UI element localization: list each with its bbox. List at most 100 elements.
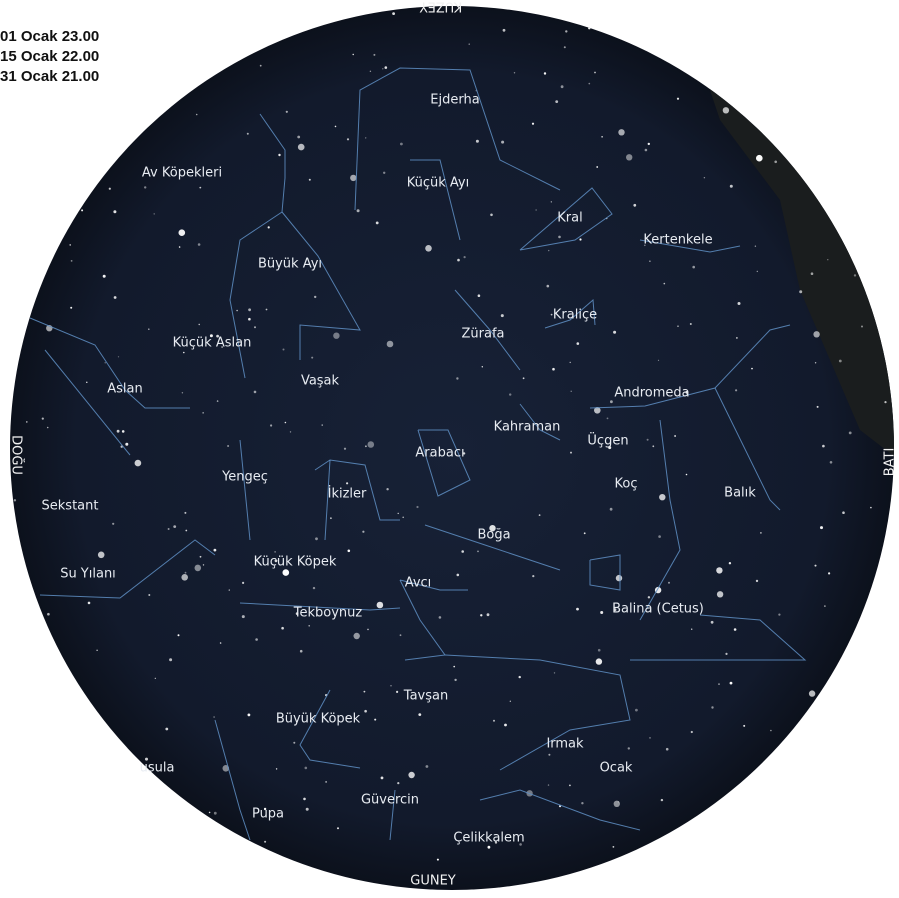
star xyxy=(787,98,791,102)
star xyxy=(184,511,187,514)
star xyxy=(291,15,293,17)
star xyxy=(246,7,250,11)
star xyxy=(581,802,584,805)
star xyxy=(247,713,251,717)
star xyxy=(177,634,180,637)
star xyxy=(373,53,376,56)
star xyxy=(345,716,348,719)
star xyxy=(44,239,48,243)
star xyxy=(386,488,389,491)
star xyxy=(490,213,493,217)
star xyxy=(125,442,129,446)
star xyxy=(816,405,819,408)
compass-east: DOĞU xyxy=(9,435,25,475)
star xyxy=(481,366,483,368)
star xyxy=(725,652,728,656)
star xyxy=(828,572,831,575)
constellation-label: Küçük Köpek xyxy=(254,555,337,570)
star xyxy=(178,229,186,236)
star xyxy=(610,400,613,404)
star xyxy=(285,110,288,113)
star xyxy=(588,82,591,85)
star xyxy=(668,581,670,584)
star xyxy=(90,152,94,155)
star xyxy=(547,784,550,786)
star xyxy=(884,401,887,404)
star xyxy=(735,389,738,392)
star xyxy=(475,139,479,143)
star xyxy=(402,516,405,519)
star xyxy=(716,591,724,598)
star xyxy=(364,709,367,713)
star xyxy=(293,741,296,744)
star xyxy=(548,753,551,756)
star xyxy=(489,525,496,532)
star xyxy=(692,265,695,269)
constellation-label: Vaşak xyxy=(301,374,340,389)
star xyxy=(46,1,47,2)
star xyxy=(588,27,591,30)
star xyxy=(787,51,791,54)
star xyxy=(384,66,388,69)
constellation-label: Yengeç xyxy=(221,470,268,485)
star xyxy=(751,367,753,370)
star xyxy=(576,342,580,345)
star xyxy=(425,245,432,252)
star xyxy=(227,445,230,447)
star xyxy=(773,890,776,893)
star xyxy=(36,735,39,738)
star xyxy=(711,706,714,709)
constellation-label: Balina (Cetus) xyxy=(612,602,704,617)
star xyxy=(690,730,693,734)
star xyxy=(92,824,96,828)
star xyxy=(778,855,786,863)
star xyxy=(770,729,772,732)
star xyxy=(677,325,679,327)
star xyxy=(374,718,377,721)
star xyxy=(820,526,823,530)
star xyxy=(548,249,550,252)
star xyxy=(70,260,73,262)
star xyxy=(690,28,693,32)
star xyxy=(194,564,202,572)
star xyxy=(304,766,308,770)
star xyxy=(635,708,638,712)
star xyxy=(756,270,758,273)
star xyxy=(258,890,265,897)
star xyxy=(659,494,666,501)
star xyxy=(787,862,789,864)
star xyxy=(197,243,201,246)
star xyxy=(754,245,757,247)
star xyxy=(26,421,28,423)
star xyxy=(350,174,357,182)
star xyxy=(241,615,245,619)
star xyxy=(365,137,367,139)
star xyxy=(456,573,460,577)
star xyxy=(183,351,185,354)
star xyxy=(311,356,314,359)
star xyxy=(270,424,273,427)
star xyxy=(39,632,43,636)
star xyxy=(789,764,792,767)
star xyxy=(685,390,689,394)
star xyxy=(633,203,637,207)
star xyxy=(691,628,693,630)
star xyxy=(601,136,603,138)
star xyxy=(518,675,521,679)
star xyxy=(728,562,732,565)
star xyxy=(386,340,394,348)
star xyxy=(647,142,650,146)
star xyxy=(865,736,867,738)
star xyxy=(255,638,258,641)
star xyxy=(615,574,623,582)
star xyxy=(282,569,290,576)
star xyxy=(873,663,876,665)
star xyxy=(827,259,829,261)
star xyxy=(560,85,564,89)
star xyxy=(868,794,872,798)
constellation-label: Küçük Aslan xyxy=(173,336,252,351)
star xyxy=(676,97,680,100)
star xyxy=(303,797,306,801)
star xyxy=(347,549,351,553)
